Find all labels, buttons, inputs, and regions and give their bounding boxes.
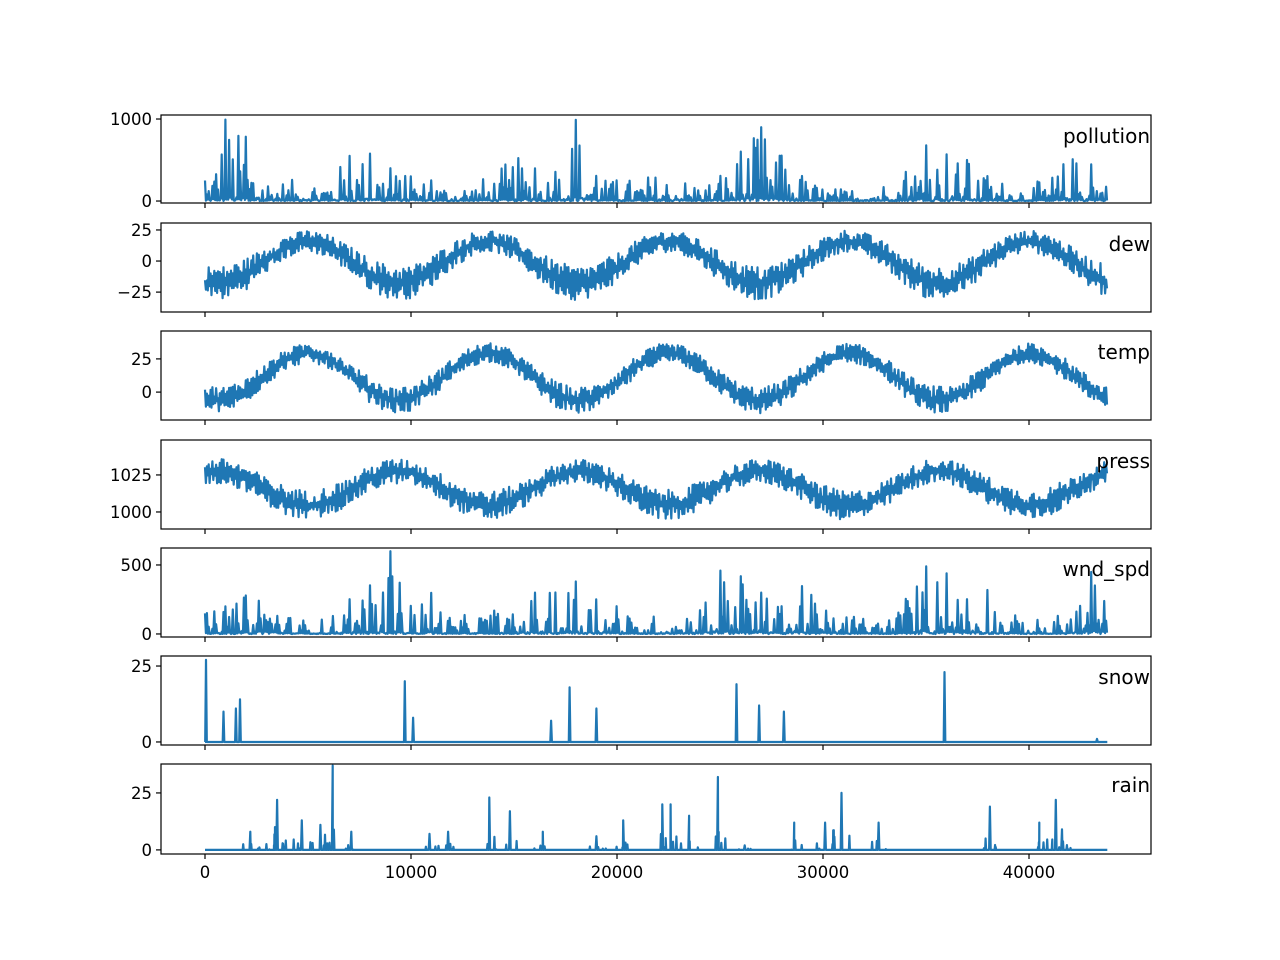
x-tick-label: 20000 [591,863,644,882]
subplot-title: pollution [1063,124,1150,148]
axes-frame [160,222,1152,313]
subplot-rain: 25 0 0 10000 20000 30000 40000 rain [131,763,1152,882]
x-tick-label: 0 [200,863,211,882]
subplot-title: wnd_spd [1062,557,1150,581]
y-tick-label: −25 [117,283,152,302]
subplot-title: press [1096,449,1150,473]
series-line-pollution [203,118,1109,203]
subplot-title: temp [1098,340,1150,364]
series-line-dew [203,229,1109,301]
subplot-wnd_spd: 500 0 wnd_spd [121,547,1152,644]
y-tick-label: 0 [142,733,153,752]
subplot-title: rain [1111,773,1150,797]
y-tick-label: 25 [131,784,152,803]
axes-frame [160,439,1152,530]
x-tick-label: 40000 [1003,863,1056,882]
y-tick-label: 0 [142,383,153,402]
y-tick-label: 0 [142,192,153,211]
y-tick-label: 0 [142,252,153,271]
subplot-snow: 25 0 snow [131,655,1152,752]
subplot-dew: 25 0 −25 dew [117,221,1152,317]
axes-frame [160,330,1152,421]
x-tick-label: 10000 [385,863,438,882]
y-tick-label: 25 [131,350,152,369]
y-tick-label: 1025 [110,466,152,485]
y-tick-label: 0 [142,625,153,644]
y-tick-label: 500 [121,556,153,575]
subplot-press: 1025 1000 press [110,439,1152,534]
axes-frame [160,547,1152,638]
series-line-press [203,458,1109,521]
axes-frame [160,655,1152,746]
y-tick-label: 25 [131,657,152,676]
series-line-temp [203,342,1109,415]
x-tick-label: 30000 [797,863,850,882]
y-tick-label: 1000 [110,110,152,129]
axes-frame [160,114,1152,204]
y-tick-label: 1000 [110,503,152,522]
subplot-title: dew [1109,232,1150,256]
subplot-pollution: 0 1000 pollution [110,110,1152,211]
subplot-title: snow [1098,665,1150,689]
series-line-wnd_spd [203,550,1109,636]
y-tick-label: 25 [131,221,152,240]
series-line-rain [205,764,1108,852]
y-tick-label: 0 [142,841,153,860]
series-line-snow [204,658,1108,744]
subplot-temp: 25 0 temp [131,330,1152,425]
axes-frame [160,763,1152,855]
